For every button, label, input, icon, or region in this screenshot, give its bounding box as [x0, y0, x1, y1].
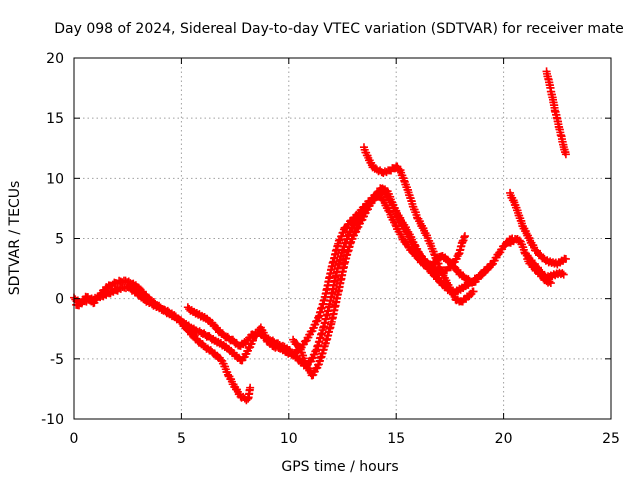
y-tick-label: 10 [46, 171, 64, 187]
x-tick-label: 15 [387, 431, 405, 447]
gridlines [74, 58, 611, 419]
data-point [546, 279, 555, 288]
axis-ticks [73, 57, 612, 420]
data-point [460, 232, 469, 241]
x-tick-label: 0 [70, 431, 79, 447]
data-point [487, 261, 496, 270]
x-tick-label: 20 [495, 431, 513, 447]
data-series [289, 185, 497, 380]
data-point [561, 254, 570, 263]
y-tick-label: 0 [55, 292, 64, 308]
data-series [506, 188, 570, 269]
y-tick-label: -5 [50, 352, 64, 368]
data-point [469, 287, 478, 296]
x-tick-label: 25 [602, 431, 620, 447]
x-tick-label: 10 [280, 431, 298, 447]
y-axis-label: SDTVAR / TECUs [7, 181, 23, 296]
data-marks [70, 67, 570, 405]
x-tick-labels: 0 5 10 15 20 25 [70, 431, 620, 447]
x-axis-label: GPS time / hours [281, 459, 398, 475]
data-point [488, 259, 497, 268]
data-point [561, 150, 570, 159]
y-tick-label: 15 [46, 111, 64, 127]
data-point [559, 270, 568, 279]
data-series [523, 255, 555, 288]
data-series [72, 282, 255, 405]
data-series [542, 67, 570, 159]
data-point [246, 383, 255, 392]
y-tick-label: 20 [46, 51, 64, 67]
y-tick-label: 5 [55, 232, 64, 248]
chart-title: Day 098 of 2024, Sidereal Day-to-day VTE… [54, 21, 624, 37]
data-series [359, 143, 478, 306]
y-tick-labels: -10 -5 0 5 10 15 20 [41, 51, 64, 428]
y-tick-label: -10 [41, 412, 64, 428]
x-tick-label: 5 [177, 431, 186, 447]
